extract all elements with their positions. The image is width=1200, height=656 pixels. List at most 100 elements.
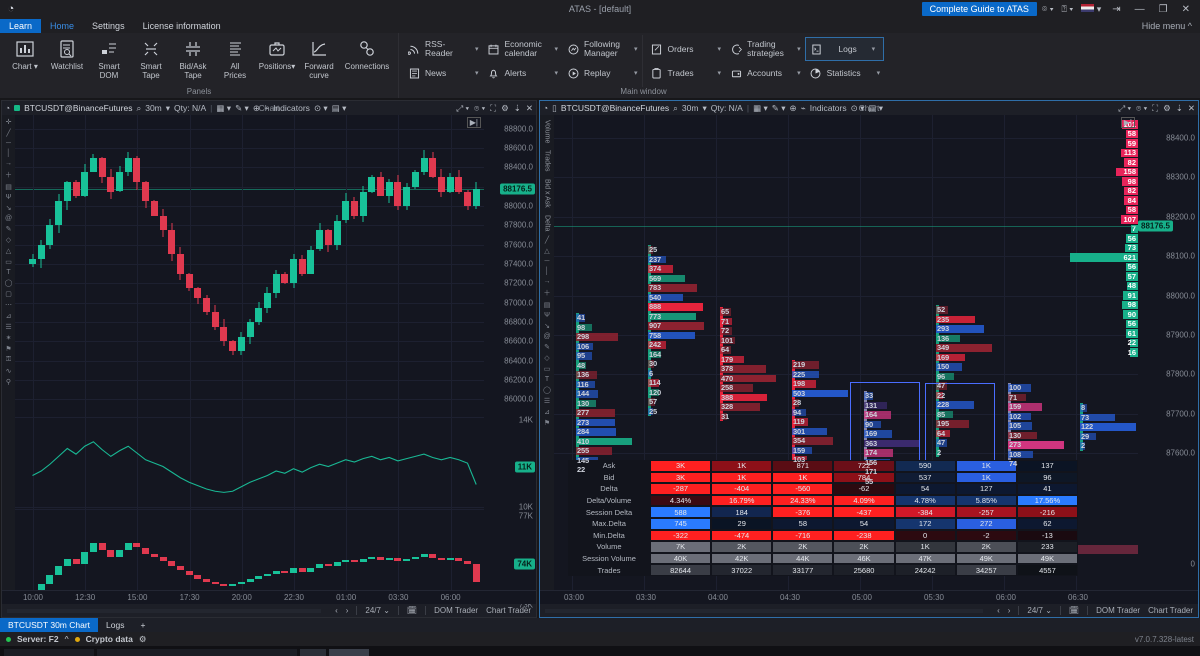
chevron-down-icon[interactable]: ▾ <box>475 70 479 77</box>
left-drawing-toolbar[interactable]: ✛ ╱ ─ │ → ＋ ▤ Ψ ↘ @ ✎ ◇ △ ▭ T ◯ ▢ <box>2 115 15 590</box>
rect-tool-icon[interactable]: ▭ <box>5 259 12 266</box>
ribbon-button-all-prices[interactable]: All Prices <box>214 35 256 83</box>
star-tool-icon[interactable]: ✶ <box>5 335 12 342</box>
footprint-cluster[interactable]: 52 235 293 136 349 169 150 96 47 22 228 85 195 64 47 2 <box>936 305 1002 457</box>
complete-guide-button[interactable]: Complete Guide to ATAS <box>921 2 1037 16</box>
stats-cell[interactable]: -13 <box>1016 529 1078 542</box>
box-tool-icon[interactable]: ▢ <box>5 291 12 298</box>
stats-cell[interactable]: -216 <box>1016 506 1078 518</box>
plus-tool-icon[interactable]: ＋ <box>5 172 12 179</box>
snapshot-icon[interactable]: ⌾ ▾ <box>474 102 486 113</box>
stats-cell[interactable]: -2 <box>955 529 1017 542</box>
left-symbol-label[interactable]: BTCUSDT@BinanceFutures <box>24 103 133 113</box>
right-qty-label[interactable]: Qty: N/A <box>710 103 743 113</box>
left-horizontal-scrollbar[interactable] <box>7 608 322 613</box>
calendar-icon[interactable]: 🗓 <box>1068 606 1080 615</box>
stats-cell[interactable]: 2K <box>833 541 895 553</box>
chevron-down-icon[interactable]: ▾ <box>717 70 722 77</box>
stats-cell[interactable]: 24.33% <box>772 494 834 507</box>
ribbon-button-trades[interactable]: Trades ▾ <box>646 61 726 85</box>
ribbon-button-statistics[interactable]: Statistics ▾ <box>805 61 885 85</box>
collapse-ribbon-button[interactable]: ⇥ <box>1112 3 1121 15</box>
stats-cell[interactable]: 722 <box>833 460 895 472</box>
wave-tool-icon[interactable]: ∿ <box>5 368 12 375</box>
menu-item-license-information[interactable]: License information <box>142 20 221 31</box>
right-symbol-label[interactable]: BTCUSDT@BinanceFutures <box>560 103 670 113</box>
ribbon-button-rss-reader[interactable]: RSS-Reader ▾ <box>403 37 483 61</box>
right-plot-area[interactable]: 41 98 298 106 95 48 136 116 144 130 277 273 284 410 25… <box>554 115 1138 590</box>
ellipse-tool-icon[interactable]: ◯ <box>4 280 13 287</box>
stats-cell[interactable]: -62 <box>833 483 895 495</box>
right-time-axis[interactable]: 03:00 03:30 04:00 04:30 05:00 05:30 06:00 06:30 <box>540 590 1198 604</box>
footprint-cluster[interactable]: 219 225 198 503 28 94 119 301 354 159 103 <box>792 360 858 465</box>
template-icon[interactable]: ▤ ▾ <box>331 102 347 113</box>
right-tool-icon-15[interactable]: ☰ <box>543 398 551 406</box>
chevron-down-icon[interactable]: ▾ <box>797 46 801 53</box>
right-tool-icon-0[interactable]: ╱ <box>544 237 550 245</box>
snapshot-icon[interactable]: ⌾ ▾ <box>1136 102 1148 113</box>
right-indicators-label[interactable]: Indicators <box>809 103 847 113</box>
cluster-statistics-table[interactable]: Ask 3K 1K 871 722 590 1K 137 Bid 3K 1K 1K 784 537 1K 96… <box>568 460 1078 576</box>
add-icon[interactable]: ⊙ ▾ <box>850 102 865 113</box>
pin-icon[interactable]: ⇣ <box>1175 102 1183 113</box>
right-tool-icon-6[interactable]: ▤ <box>543 302 551 310</box>
stats-cell[interactable]: -384 <box>894 506 956 518</box>
calendar-icon[interactable]: 🗓 <box>406 606 418 615</box>
right-tool-icon-7[interactable]: Ψ <box>544 312 550 320</box>
stats-cell[interactable]: 58 <box>772 517 834 530</box>
stats-cell[interactable]: -560 <box>772 483 834 495</box>
right-tool-icon-10[interactable]: ✎ <box>544 344 550 352</box>
pencil-icon[interactable]: ✎ ▾ <box>235 102 249 113</box>
flag-tool-icon[interactable]: ⚑ <box>5 346 12 353</box>
more-tools-icon[interactable]: ⋯ <box>5 302 12 309</box>
stats-cell[interactable]: 29 <box>711 517 773 530</box>
side-label-bid-x-ask[interactable]: Bid x Ask <box>543 178 551 208</box>
left-time-axis[interactable]: 10:00 12:30 15:00 17:30 20:00 22:30 01:00 03:30… <box>2 590 536 604</box>
server-label[interactable]: Server: F2 <box>17 634 59 644</box>
stats-cell[interactable]: -238 <box>833 529 895 542</box>
close-icon[interactable]: ✕ <box>1187 102 1195 113</box>
stats-cell[interactable]: 62 <box>1016 517 1078 530</box>
triangle-tool-icon[interactable]: △ <box>5 248 12 255</box>
list-tool-icon[interactable]: ☰ <box>5 324 12 331</box>
stats-cell[interactable]: 184 <box>711 506 773 518</box>
right-timeframe-label[interactable]: 30m <box>681 103 699 113</box>
stats-cell[interactable]: -716 <box>772 529 834 542</box>
camera-icon[interactable]: ⌾ ▾ <box>1041 3 1054 14</box>
chevron-down-icon[interactable]: ▾ <box>797 70 801 77</box>
right-tool-icon-4[interactable]: → <box>543 278 551 286</box>
ribbon-button-watchlist[interactable]: Watchlist <box>46 35 88 74</box>
magnifier-icon[interactable]: ⊕ <box>252 102 260 113</box>
add-tab-button[interactable]: + <box>140 620 146 630</box>
chevron-down-icon[interactable]: ▾ <box>702 102 707 113</box>
expand-icon[interactable]: ⤢ ▾ <box>456 102 470 113</box>
stats-cell[interactable]: 49K <box>1016 552 1078 565</box>
stats-cell[interactable]: 17.56% <box>1016 494 1078 507</box>
left-auto-scroll-icon[interactable]: ▶| <box>466 117 481 128</box>
ribbon-button-forward-curve[interactable]: Forward curve <box>298 35 340 83</box>
vline-tool-icon[interactable]: │ <box>6 150 11 157</box>
chevron-down-icon[interactable]: ▾ <box>291 62 296 71</box>
stats-cell[interactable]: 42K <box>711 552 773 565</box>
stats-cell[interactable]: 4557 <box>1016 564 1078 576</box>
scroll-right-icon[interactable]: › <box>345 606 349 615</box>
shape-tool-icon[interactable]: ◇ <box>5 237 12 244</box>
stats-cell[interactable]: 1K <box>894 541 956 553</box>
magnifier-icon[interactable]: ⊕ <box>789 102 797 113</box>
stats-cell[interactable]: 34257 <box>955 564 1017 576</box>
gear-icon[interactable]: ⚙ <box>138 633 147 644</box>
right-tool-icon-11[interactable]: ◇ <box>544 355 550 363</box>
layout-icon[interactable]: ▦ ▾ <box>753 102 768 113</box>
stats-cell[interactable]: 172 <box>894 517 956 530</box>
indicators-icon[interactable]: ⌁ <box>800 102 806 113</box>
chevron-down-icon[interactable]: ▾ <box>634 70 638 77</box>
status-expand-icon[interactable]: ^ <box>64 634 69 644</box>
right-tool-icon-3[interactable]: │ <box>544 268 550 276</box>
chevron-down-icon[interactable]: ▾ <box>475 46 479 53</box>
footprint-cluster[interactable]: 8 73 122 29 2 <box>1080 403 1138 451</box>
stats-cell[interactable]: -404 <box>711 483 773 495</box>
stats-cell[interactable]: 3K <box>650 460 712 472</box>
fork-tool-icon[interactable]: Ψ <box>5 194 12 201</box>
fullscreen-icon[interactable]: ⛶ <box>490 102 497 113</box>
right-horizontal-scrollbar[interactable] <box>545 608 984 613</box>
